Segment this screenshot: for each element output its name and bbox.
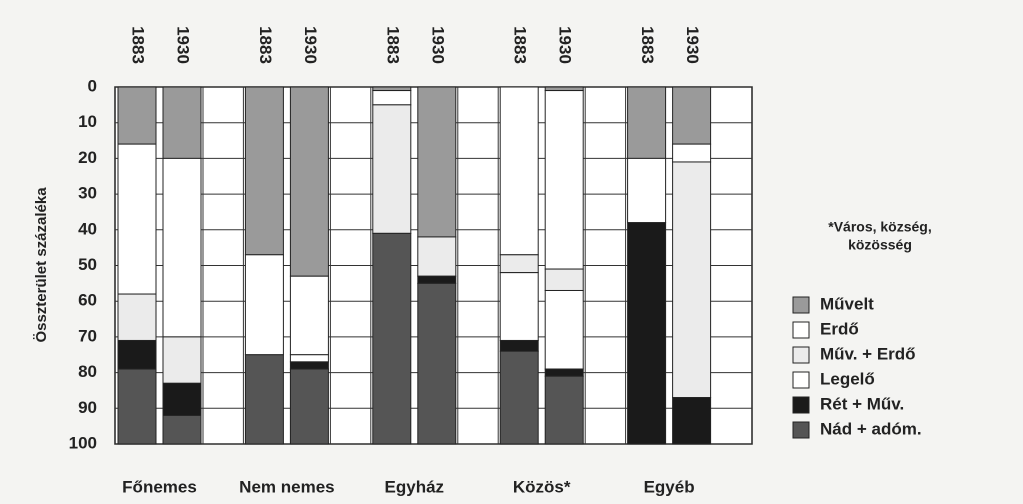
bar-segment [627,157,667,224]
bar-segment [627,222,667,445]
bar-segment [289,275,329,356]
annotation: közösség [848,237,912,253]
bar-segment [289,361,329,370]
x-tick-label: 1883 [129,26,148,64]
bar-segment [499,339,539,352]
bar-segment [117,368,157,445]
bar-segment [244,354,284,445]
bar-segment [289,354,329,363]
bar-segment [117,339,157,370]
bar-segment [244,86,284,256]
y-tick-label: 90 [78,398,97,417]
bar-segment [117,143,157,295]
y-tick-label: 70 [78,326,97,345]
bar-segment [499,86,539,256]
x-tick-label: 1883 [383,26,402,64]
x-tick-label: 1930 [683,26,702,64]
x-tick-label: 1883 [256,26,275,64]
bar-segment [162,414,202,445]
y-tick-label: 100 [69,433,97,452]
y-tick-label: 30 [78,184,97,203]
bar-segment [499,350,539,445]
bar-segment [544,86,584,92]
annotation: *Város, község, [828,219,932,235]
y-tick-label: 80 [78,362,97,381]
bar-segment [417,86,457,238]
bar-segment [162,382,202,416]
bar-segment [417,282,457,445]
bar-segment [162,336,202,384]
bar-segment [162,157,202,338]
bar-segment [544,289,584,370]
bar-segment [417,275,457,284]
group-label: Egyéb [644,477,695,496]
bar-segment [372,86,412,92]
legend-label: Művelt [820,294,874,313]
bar-segment [417,236,457,277]
x-tick-label: 1930 [301,26,320,64]
legend-swatch [792,296,810,314]
legend-swatch [792,421,810,439]
bar-segment [499,254,539,274]
group-label: Közös* [513,477,571,496]
x-tick-label: 1930 [428,26,447,64]
bar-segment [544,375,584,445]
legend-swatch [792,371,810,389]
y-tick-label: 60 [78,291,97,310]
x-tick-label: 1883 [511,26,530,64]
bar-segment [162,86,202,159]
bar-segment [672,143,712,163]
x-tick-label: 1883 [638,26,657,64]
bar-segment [372,232,412,445]
bar-segment [672,86,712,145]
bar-segment [372,90,412,106]
bar-segment [544,368,584,377]
legend-label: Erdő [820,319,859,338]
bar-segment [499,272,539,341]
bar-segment [289,86,329,277]
bar-segment [672,397,712,445]
y-tick-label: 40 [78,219,97,238]
bar-segment [289,368,329,445]
bar-segment [672,161,712,399]
x-tick-label: 1930 [556,26,575,64]
legend-label: Rét + Műv. [820,394,904,413]
y-tick-label: 0 [88,76,97,95]
bar-segment [117,86,157,145]
bar-segment [372,104,412,234]
legend-swatch [792,396,810,414]
bar-segment [244,254,284,356]
legend-label: Legelő [820,369,875,388]
legend-swatch [792,321,810,339]
bar-segment [544,90,584,270]
legend-label: Műv. + Erdő [820,344,916,363]
y-axis-title: Összterület százaléka [33,187,50,343]
group-label: Főnemes [122,477,197,496]
legend-swatch [792,346,810,364]
x-tick-label: 1930 [174,26,193,64]
y-tick-label: 10 [78,112,97,131]
legend-label: Nád + adóm. [820,419,922,438]
bar-segment [117,293,157,341]
group-label: Egyház [385,477,445,496]
bar-segment [544,268,584,291]
group-label: Nem nemes [239,477,334,496]
bar-segment [627,86,667,159]
y-tick-label: 50 [78,255,97,274]
y-tick-label: 20 [78,148,97,167]
